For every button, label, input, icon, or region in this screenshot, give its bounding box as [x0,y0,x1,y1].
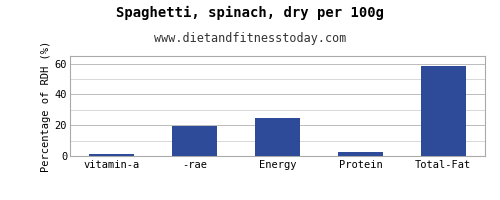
Text: Spaghetti, spinach, dry per 100g: Spaghetti, spinach, dry per 100g [116,6,384,20]
Text: www.dietandfitnesstoday.com: www.dietandfitnesstoday.com [154,32,346,45]
Bar [172,126,218,156]
Bar [338,152,383,156]
Y-axis label: Percentage of RDH (%): Percentage of RDH (%) [40,40,50,172]
Bar [420,66,466,156]
Bar [254,118,300,156]
Bar [89,154,134,156]
